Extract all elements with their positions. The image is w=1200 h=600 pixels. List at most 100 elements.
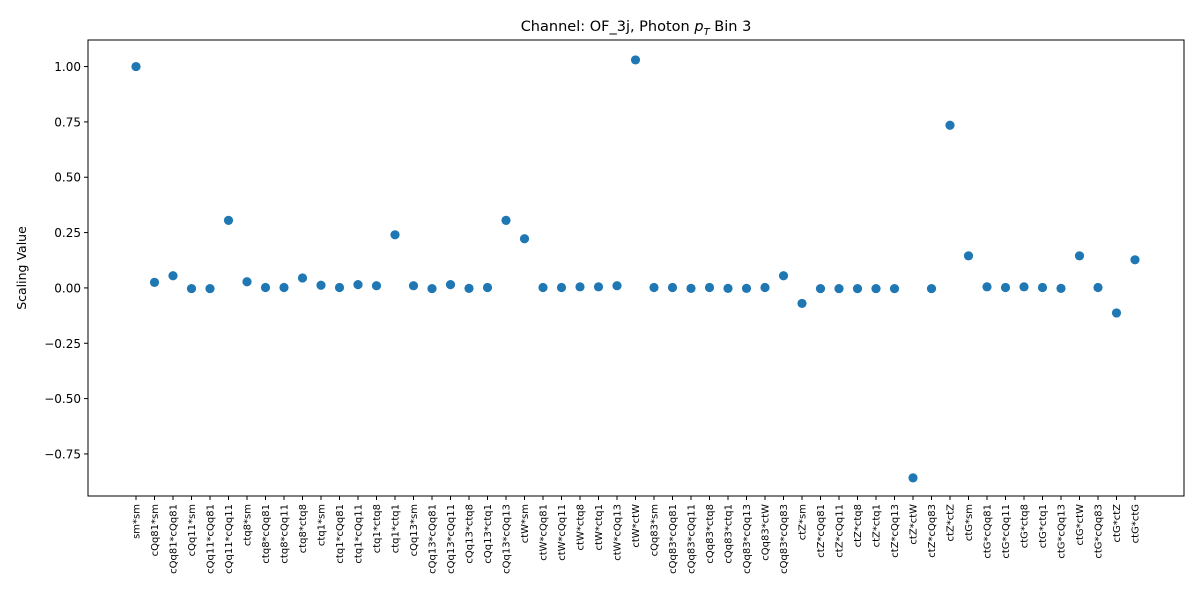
- data-point: [1074, 251, 1085, 261]
- data-point: [445, 280, 456, 290]
- y-tick-label: 0.25: [54, 226, 81, 240]
- data-point: [982, 282, 992, 292]
- x-tick-label: ctq1*cQq81: [335, 504, 346, 564]
- data-point: [519, 234, 530, 244]
- x-tick-label: ctW*sm: [520, 504, 531, 543]
- x-tick-label: ctq1*sm: [317, 504, 328, 546]
- data-point: [945, 120, 955, 130]
- x-tick-label: ctG*ctq8: [1020, 504, 1031, 548]
- x-tick-label: cQq83*ctW: [761, 504, 772, 561]
- x-tick-label: cQq81*cQq81: [169, 504, 180, 574]
- x-tick-label: ctW*ctq8: [576, 504, 587, 550]
- y-tick-label: −0.25: [44, 337, 81, 351]
- plot-frame: [87, 39, 1185, 497]
- data-point: [815, 283, 826, 294]
- data-point: [390, 230, 400, 240]
- x-tick-label: ctW*ctW: [631, 504, 642, 548]
- x-tick-label: cQq11*sm: [187, 504, 198, 556]
- data-point: [186, 283, 197, 294]
- x-tick-label: cQq83*sm: [650, 504, 661, 556]
- data-point: [575, 282, 585, 292]
- x-tick-label: ctq1*ctq8: [372, 504, 383, 553]
- data-point: [1019, 282, 1029, 292]
- data-point: [908, 473, 918, 483]
- x-tick-label: ctG*ctW: [1075, 504, 1086, 546]
- x-tick-label: ctZ*ctZ: [946, 504, 957, 542]
- data-point: [242, 277, 252, 287]
- data-point: [1093, 282, 1103, 293]
- data-point: [630, 55, 641, 65]
- x-tick-label: cQq83*ctq8: [705, 504, 716, 564]
- chart-title: Channel: OF_3j, Photon pT Bin 3: [521, 19, 752, 38]
- data-point: [482, 282, 493, 293]
- y-tick-label: −0.75: [44, 447, 81, 461]
- y-axis-label: Scaling Value: [14, 226, 29, 310]
- chart-title-p: p: [693, 19, 703, 35]
- data-points: [131, 55, 1140, 483]
- data-point: [1037, 282, 1048, 293]
- data-point: [427, 283, 437, 294]
- x-tick-label: cQq83*cQq83: [779, 504, 790, 574]
- x-tick-label: ctZ*ctq8: [853, 504, 864, 547]
- x-tick-label: ctG*sm: [964, 504, 975, 541]
- data-point: [612, 281, 622, 291]
- x-tick-label: ctG*cQq11: [1001, 504, 1012, 559]
- data-point: [1111, 308, 1122, 318]
- x-tick-label: ctq1*ctq1: [391, 504, 402, 553]
- x-tick-label: ctG*ctG: [1131, 504, 1142, 543]
- x-tick-label: ctq8*cQq11: [280, 504, 291, 564]
- data-point: [852, 283, 863, 294]
- data-point: [889, 283, 900, 294]
- y-tick-label: 0.00: [54, 281, 81, 295]
- x-tick-label: cQq11*cQq81: [206, 504, 217, 574]
- x-tick-label: ctZ*cQq81: [816, 504, 827, 558]
- data-point: [593, 282, 604, 292]
- x-tick-label: ctq8*sm: [243, 504, 254, 546]
- x-tick-label: cQq13*cQq11: [446, 504, 457, 574]
- y-tick-label: 0.50: [54, 171, 81, 185]
- data-point: [223, 215, 234, 226]
- x-tick-label: cQq81*sm: [150, 504, 161, 556]
- x-tick-label: ctG*ctZ: [1112, 504, 1123, 543]
- data-point: [778, 271, 789, 281]
- x-tick-label: cQq83*cQq11: [687, 504, 698, 574]
- data-point: [871, 283, 881, 294]
- x-tick-label: ctG*cQq81: [983, 504, 994, 559]
- x-tick-label: ctW*cQq81: [539, 504, 550, 561]
- x-tick-label: ctZ*ctW: [909, 504, 920, 545]
- data-point: [686, 283, 696, 293]
- x-tick-label: ctq8*ctq8: [298, 504, 309, 553]
- x-tick-label: ctZ*cQq83: [927, 504, 938, 558]
- x-axis: sm*sm cQq81*sm cQq81*cQq81 cQq11*sm cQq11*cQ…: [132, 496, 1142, 574]
- data-point: [353, 280, 363, 290]
- x-tick-label: ctW*cQq11: [557, 504, 568, 561]
- data-point: [556, 282, 567, 293]
- x-tick-label: cQq13*ctq8: [465, 504, 476, 564]
- chart-title-suffix: Bin 3: [710, 19, 752, 35]
- x-tick-label: ctZ*ctq1: [872, 504, 883, 547]
- x-tick-label: cQq13*cQq81: [428, 504, 439, 574]
- data-point: [205, 283, 215, 294]
- data-point: [131, 61, 141, 72]
- x-tick-label: cQq13*ctq1: [483, 504, 494, 564]
- data-point: [834, 283, 844, 294]
- data-point: [279, 282, 289, 293]
- data-point: [760, 282, 770, 293]
- x-tick-label: sm*sm: [132, 504, 143, 539]
- x-tick-label: cQq11*cQq11: [224, 504, 235, 574]
- x-tick-label: ctZ*sm: [798, 504, 809, 540]
- x-tick-label: ctG*cQq83: [1094, 504, 1105, 559]
- y-tick-label: −0.50: [44, 392, 81, 406]
- chart-title-sub: T: [704, 27, 711, 38]
- y-tick-label: 1.00: [54, 60, 81, 74]
- data-point: [797, 298, 807, 309]
- data-point: [963, 251, 974, 261]
- y-axis: −0.75 −0.50 −0.25 0.00 0.25 0.50 0.75 1.00: [44, 60, 88, 461]
- x-tick-label: ctZ*cQq13: [890, 504, 901, 558]
- data-point: [1000, 282, 1011, 293]
- data-point: [149, 277, 160, 287]
- x-tick-label: cQq83*ctq1: [724, 504, 735, 564]
- x-tick-label: ctW*cQq13: [613, 504, 624, 561]
